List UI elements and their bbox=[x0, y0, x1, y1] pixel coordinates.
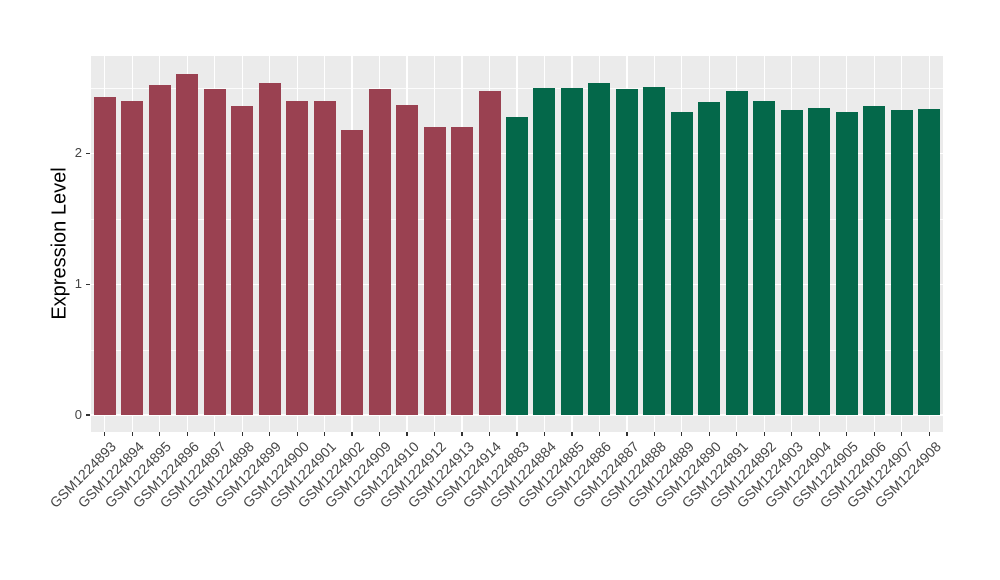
x-tick-mark bbox=[571, 432, 573, 436]
x-tick-mark bbox=[763, 432, 765, 436]
x-tick-mark bbox=[681, 432, 683, 436]
x-tick-mark bbox=[159, 432, 161, 436]
x-tick-mark bbox=[269, 432, 271, 436]
bar bbox=[808, 107, 831, 415]
bar bbox=[643, 86, 666, 415]
x-tick-mark bbox=[901, 432, 903, 436]
x-tick-mark bbox=[296, 432, 298, 436]
y-tick-label: 0 bbox=[74, 407, 82, 422]
x-tick-mark bbox=[104, 432, 106, 436]
x-tick-mark bbox=[406, 432, 408, 436]
y-tick-label: 2 bbox=[74, 145, 82, 161]
x-tick-mark bbox=[626, 432, 628, 436]
bar bbox=[478, 90, 501, 415]
bar bbox=[670, 111, 693, 415]
plot-panel bbox=[91, 56, 943, 432]
x-tick-mark bbox=[488, 432, 491, 436]
x-tick-mark bbox=[131, 432, 133, 436]
x-tick-mark bbox=[873, 432, 875, 436]
bar bbox=[203, 89, 226, 415]
x-tick-mark bbox=[351, 432, 353, 436]
y-tick-mark bbox=[86, 414, 90, 416]
bar bbox=[231, 106, 254, 415]
x-tick-mark bbox=[461, 432, 463, 436]
bar bbox=[725, 90, 748, 415]
bar bbox=[753, 101, 776, 415]
bar bbox=[863, 106, 886, 415]
bar bbox=[506, 116, 528, 415]
x-tick-mark bbox=[324, 432, 326, 436]
bar bbox=[121, 101, 144, 415]
y-axis-title: Expression Level bbox=[48, 167, 71, 320]
bar bbox=[560, 88, 583, 415]
x-tick-mark bbox=[378, 432, 381, 436]
x-tick-mark bbox=[241, 432, 243, 436]
bar bbox=[176, 73, 199, 415]
x-tick-mark bbox=[433, 432, 436, 436]
bar bbox=[588, 82, 611, 415]
bar bbox=[396, 105, 419, 415]
bar bbox=[423, 127, 446, 415]
x-tick-mark bbox=[516, 432, 518, 436]
bar bbox=[258, 82, 281, 415]
bar bbox=[341, 129, 364, 415]
x-tick-mark bbox=[928, 432, 930, 436]
bar bbox=[835, 111, 858, 415]
x-tick-mark bbox=[214, 432, 216, 436]
x-tick-mark bbox=[186, 432, 188, 436]
bar bbox=[533, 88, 556, 415]
bar bbox=[93, 97, 116, 415]
bar bbox=[698, 102, 721, 415]
x-tick-mark bbox=[653, 432, 655, 436]
bar bbox=[451, 127, 474, 415]
y-tick-mark bbox=[86, 152, 90, 154]
bar bbox=[615, 89, 638, 415]
bar bbox=[313, 101, 336, 415]
bar bbox=[890, 110, 913, 415]
bar bbox=[368, 89, 391, 415]
bar bbox=[780, 110, 803, 415]
x-tick-mark bbox=[846, 432, 848, 436]
x-tick-mark bbox=[791, 432, 793, 436]
x-tick-mark bbox=[736, 432, 738, 436]
bar bbox=[148, 85, 171, 415]
bar bbox=[918, 108, 941, 415]
x-tick-mark bbox=[708, 432, 710, 436]
bar bbox=[286, 101, 309, 415]
y-tick-label: 1 bbox=[74, 276, 82, 292]
x-tick-mark bbox=[543, 432, 546, 436]
x-tick-mark bbox=[818, 432, 820, 436]
y-tick-mark bbox=[86, 283, 90, 285]
x-tick-mark bbox=[598, 432, 601, 436]
